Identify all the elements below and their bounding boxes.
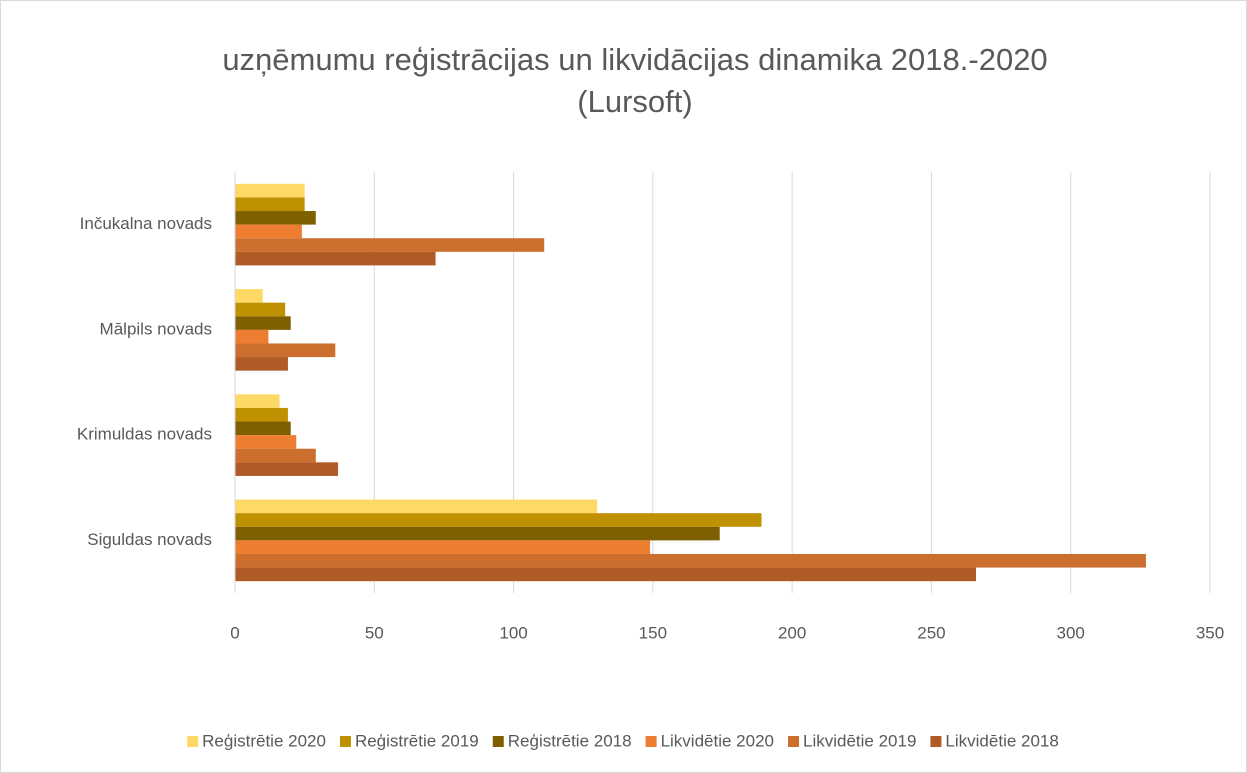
bar (235, 421, 291, 436)
legend-swatch (492, 736, 504, 747)
bar (235, 435, 297, 449)
bar (235, 526, 720, 541)
y-tick-label: Siguldas novads (87, 530, 212, 549)
x-tick-label: 100 (499, 623, 527, 642)
legend-label: Likvidētie 2019 (803, 731, 916, 750)
chart-title: (Lursoft) (577, 84, 692, 119)
x-tick-label: 0 (230, 623, 239, 642)
bar (235, 540, 651, 554)
x-tick-label: 250 (917, 623, 945, 642)
bar (235, 329, 269, 344)
x-tick-label: 200 (778, 623, 806, 642)
bar (235, 462, 339, 476)
bar (235, 499, 598, 514)
y-tick-label: Mālpils novads (100, 319, 212, 338)
legend-swatch (930, 736, 942, 747)
bar (235, 316, 291, 330)
bar (235, 513, 762, 527)
bar (235, 567, 976, 582)
x-tick-label: 150 (639, 623, 667, 642)
bar (235, 407, 288, 422)
bar (235, 211, 316, 225)
legend-swatch (339, 736, 351, 747)
legend-label: Likvidētie 2018 (945, 731, 1058, 750)
legend-label: Reģistrētie 2019 (355, 731, 479, 750)
bar (235, 224, 302, 239)
y-tick-label: Krimuldas novads (77, 425, 212, 444)
legend-label: Reģistrētie 2018 (508, 731, 632, 750)
bar (235, 302, 286, 317)
x-tick-label: 300 (1057, 623, 1085, 642)
chart-title: uzņēmumu reģistrācijas un likvidācijas d… (222, 42, 1047, 77)
x-tick-label: 350 (1196, 623, 1224, 642)
bar (235, 197, 305, 212)
legend-swatch (645, 736, 657, 747)
x-tick-label: 50 (365, 623, 384, 642)
bar (235, 183, 305, 198)
legend-label: Reģistrētie 2020 (202, 731, 326, 750)
bar (235, 394, 280, 408)
legend-swatch (788, 736, 800, 747)
bar (235, 553, 1146, 568)
bar (235, 251, 436, 266)
bar (235, 289, 263, 303)
bar (235, 343, 336, 358)
legend-label: Likvidētie 2020 (661, 731, 774, 750)
y-tick-label: Inčukalna novads (80, 214, 212, 233)
bar (235, 448, 316, 463)
legend-swatch (187, 736, 199, 747)
bar (235, 357, 288, 371)
bar (235, 238, 545, 252)
